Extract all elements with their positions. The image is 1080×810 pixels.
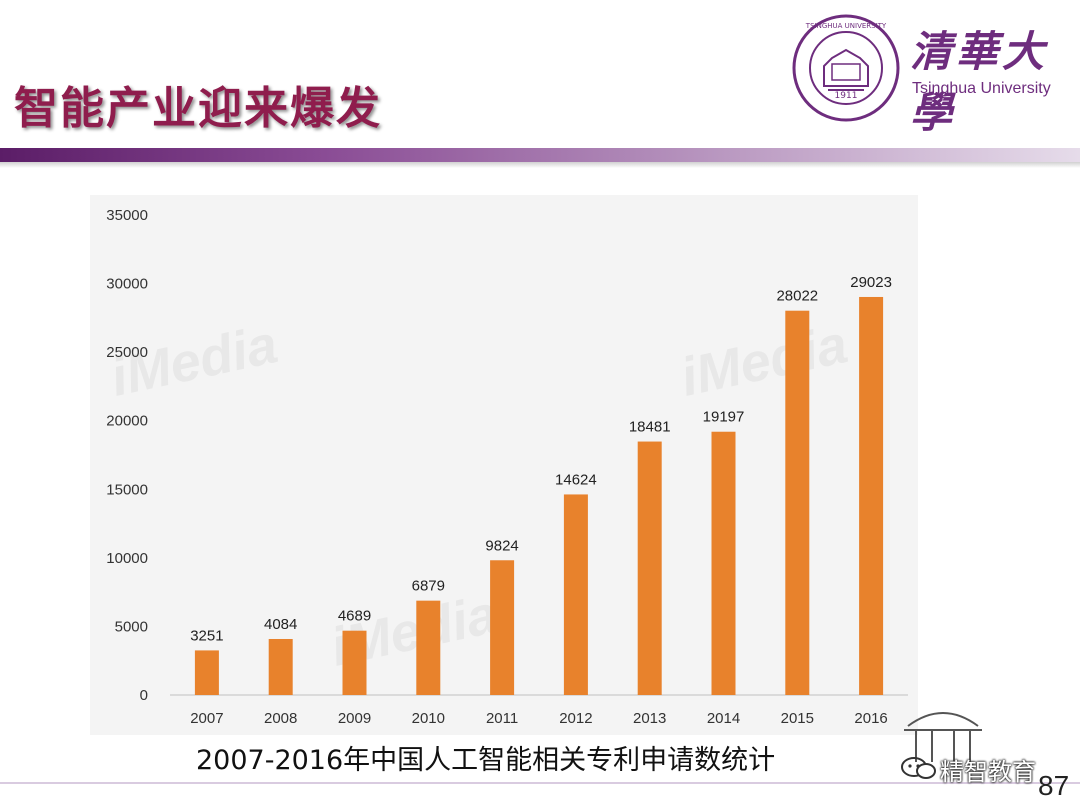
y-tick-label: 25000 [106,344,148,361]
bar-2013 [637,441,662,695]
x-tick-label: 2008 [264,710,297,727]
page-number: 87 [1038,770,1070,801]
bar-2007 [194,650,219,695]
x-tick-label: 2009 [338,710,371,727]
data-label-2011: 9824 [485,537,518,554]
logo-name-en: Tsinghua University [912,80,1051,97]
svg-text:1911: 1911 [835,91,858,101]
x-tick-label: 2012 [559,710,592,727]
bar-2008 [268,638,293,695]
y-tick-label: 10000 [106,550,148,567]
bar-2016 [859,296,884,695]
data-label-2008: 4084 [264,616,297,633]
footer-divider [0,782,1080,784]
x-tick-label: 2011 [486,710,518,727]
tsinghua-seal-logo: 1911 TSINGHUA UNIVERSITY [792,14,900,122]
bar-2011 [490,560,515,695]
x-tick-label: 2015 [781,710,814,727]
data-label-2009: 4689 [338,608,371,625]
title-divider-bar [0,148,1080,162]
svg-text:TSINGHUA UNIVERSITY: TSINGHUA UNIVERSITY [805,22,887,30]
data-label-2010: 6879 [412,578,445,595]
y-tick-label: 15000 [106,481,148,498]
x-tick-label: 2013 [633,710,666,727]
bar-2014 [711,431,736,695]
data-label-2007: 3251 [190,627,223,644]
data-label-2014: 19197 [703,409,745,426]
bar-2010 [416,600,441,695]
logo-name-cn: 清華大學 [910,27,1049,137]
y-tick-label: 30000 [106,276,148,293]
bar-2015 [785,310,810,695]
wechat-icon [901,757,936,779]
patent-bar-chart: 0 5000 10000 15000 20000 25000 30000 35000 3251 2… [106,207,908,727]
x-tick-label: 2010 [412,710,445,727]
building-watermark-icon [904,712,982,762]
x-tick-label: 2016 [854,710,887,727]
title-divider-shadow [0,162,1080,168]
slide-title: 智能产业迎来爆发 [14,83,382,134]
x-tick-label: 2007 [190,710,223,727]
y-tick-label: 35000 [106,207,148,224]
y-tick-label: 5000 [115,618,148,635]
x-tick-label: 2014 [707,710,740,727]
bar-2009 [342,630,367,695]
y-tick-label: 0 [140,687,148,704]
bar-2012 [563,494,588,695]
data-label-2016: 29023 [850,274,892,291]
data-label-2015: 28022 [776,288,818,305]
data-label-2013: 18481 [629,419,671,436]
data-label-2012: 14624 [555,471,597,488]
chart-caption: 2007-2016年中国人工智能相关专利申请数统计 [196,745,776,776]
footer-account-watermark: 精智教育 [940,758,1036,786]
y-tick-label: 20000 [106,413,148,430]
